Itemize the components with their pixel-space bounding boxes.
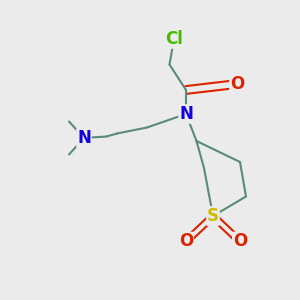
Text: O: O [233, 232, 247, 250]
Text: N: N [77, 129, 91, 147]
Text: S: S [207, 207, 219, 225]
Text: N: N [179, 105, 193, 123]
Text: Cl: Cl [165, 30, 183, 48]
Text: O: O [230, 75, 244, 93]
Text: O: O [179, 232, 193, 250]
